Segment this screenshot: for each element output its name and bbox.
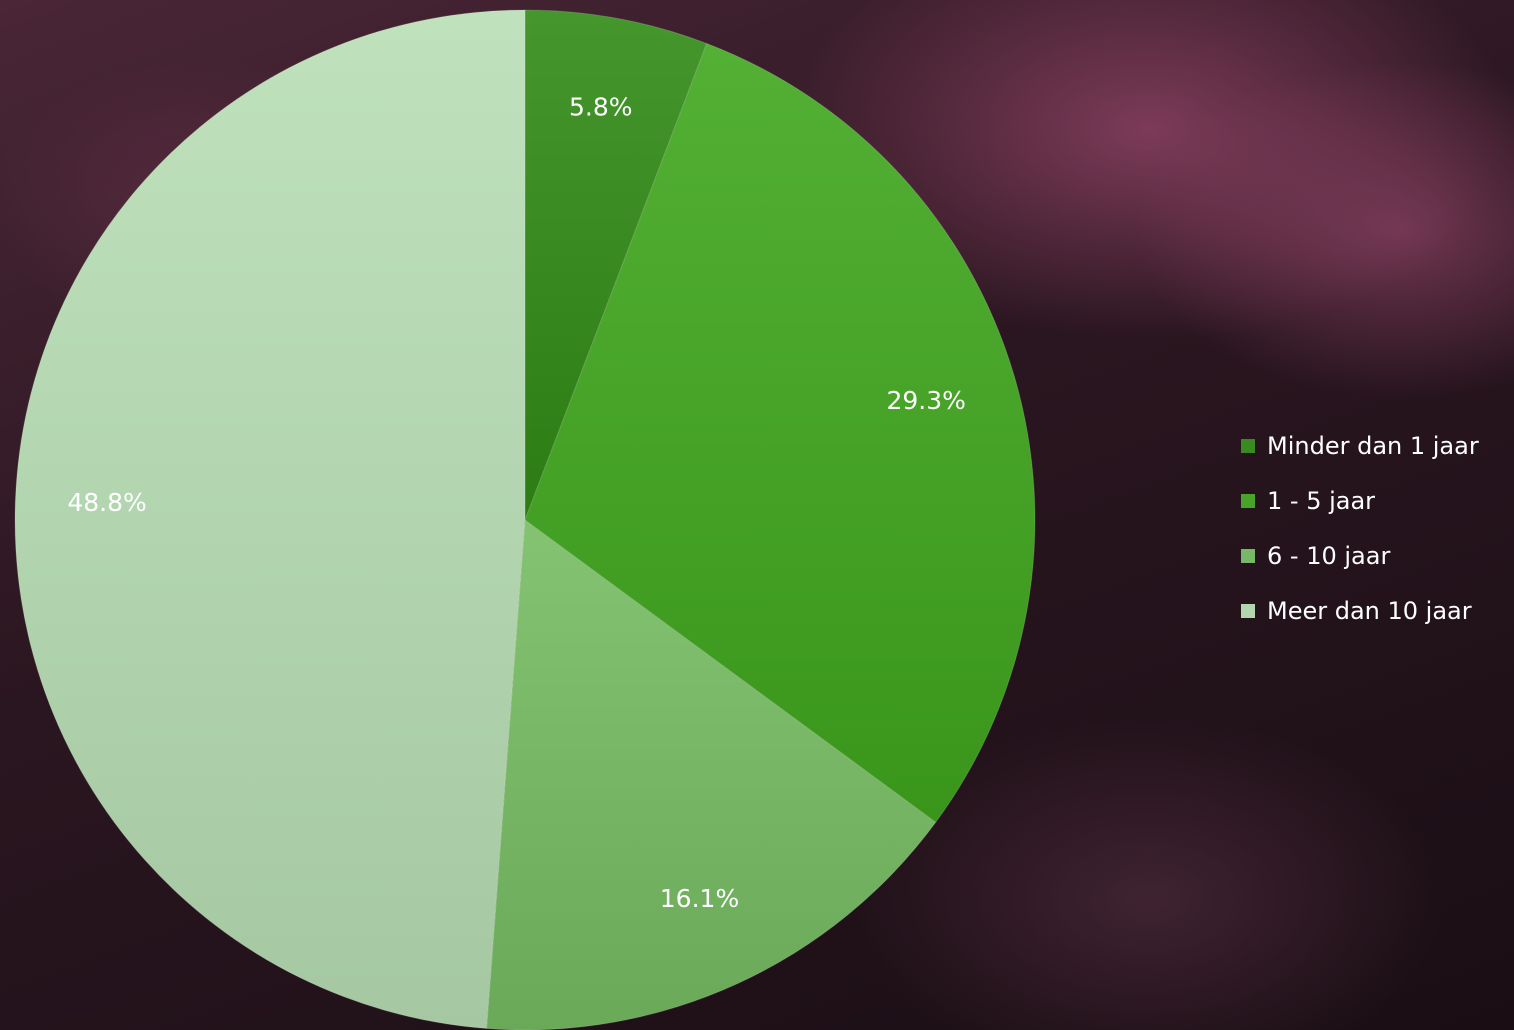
chart-legend: Minder dan 1 jaar 1 - 5 jaar 6 - 10 jaar Me… — [1241, 418, 1479, 638]
legend-label-3: 6 - 10 jaar — [1267, 541, 1391, 570]
pie-data-labels: 5.8% 29.3% 16.1% 48.8% — [67, 93, 966, 913]
legend-label-4: Meer dan 10 jaar — [1267, 596, 1472, 625]
legend-item-1: Minder dan 1 jaar — [1241, 418, 1479, 473]
legend-swatch-3 — [1241, 548, 1255, 563]
legend-item-2: 1 - 5 jaar — [1241, 473, 1479, 528]
legend-swatch-4 — [1241, 603, 1255, 618]
pie-slice-2 — [524, 42, 1036, 824]
pie-slice-4 — [14, 9, 526, 1030]
pie-slice-3 — [486, 519, 937, 1030]
data-label-3: 16.1% — [660, 884, 739, 913]
legend-item-4: Meer dan 10 jaar — [1241, 583, 1479, 638]
data-label-4: 48.8% — [67, 488, 146, 517]
legend-label-1: Minder dan 1 jaar — [1267, 431, 1479, 460]
data-label-2: 29.3% — [886, 386, 965, 415]
legend-swatch-2 — [1241, 493, 1255, 508]
legend-item-3: 6 - 10 jaar — [1241, 528, 1479, 583]
legend-label-2: 1 - 5 jaar — [1267, 486, 1376, 515]
pie-slices — [14, 9, 1036, 1030]
data-label-1: 5.8% — [569, 93, 633, 122]
pie-slice-1 — [524, 9, 708, 521]
legend-swatch-1 — [1241, 438, 1255, 453]
